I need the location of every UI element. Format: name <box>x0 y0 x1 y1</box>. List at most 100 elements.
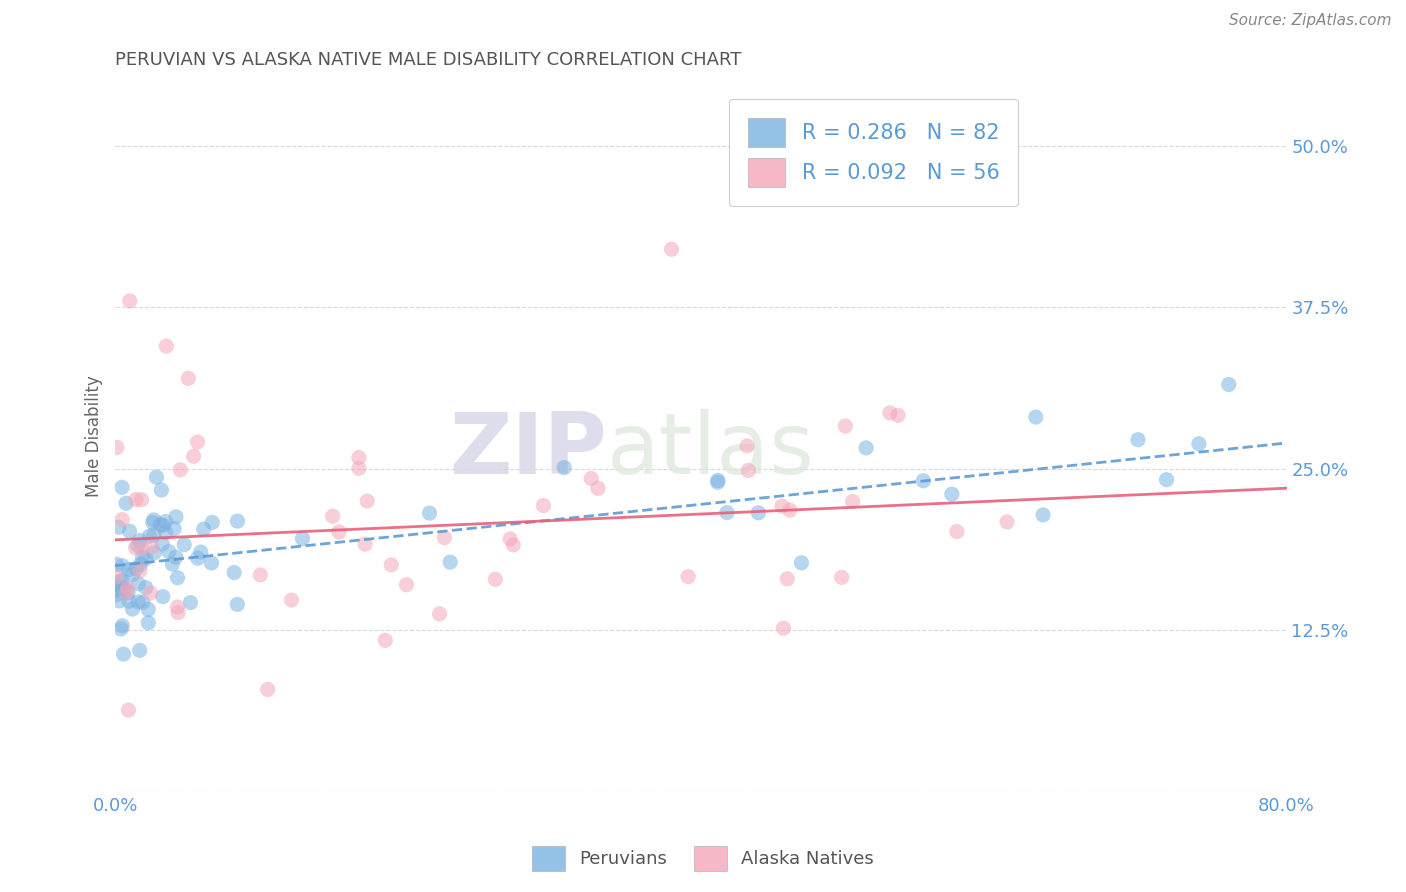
Point <box>879 406 901 420</box>
Point <box>841 494 863 508</box>
Point <box>128 533 150 548</box>
Point <box>834 419 856 434</box>
Point <box>127 595 149 609</box>
Point <box>531 499 554 513</box>
Point <box>433 531 456 545</box>
Point <box>145 470 167 484</box>
Point <box>177 371 200 385</box>
Point <box>855 441 877 455</box>
Point <box>142 516 165 530</box>
Point <box>121 567 143 582</box>
Point <box>165 509 187 524</box>
Point <box>125 492 148 507</box>
Text: atlas: atlas <box>607 409 815 492</box>
Point <box>117 703 139 717</box>
Point <box>439 555 461 569</box>
Point <box>157 544 180 558</box>
Point <box>108 574 131 589</box>
Point <box>779 503 801 517</box>
Point <box>125 561 148 575</box>
Point <box>165 550 187 565</box>
Point <box>187 435 209 450</box>
Point <box>143 546 166 560</box>
Point <box>118 293 141 308</box>
Point <box>429 607 451 621</box>
Point <box>138 529 160 543</box>
Point <box>111 582 134 596</box>
Point <box>661 242 683 256</box>
Point <box>187 551 209 566</box>
Point <box>183 450 205 464</box>
Point <box>149 517 172 532</box>
Text: Source: ZipAtlas.com: Source: ZipAtlas.com <box>1229 13 1392 29</box>
Point <box>121 602 143 616</box>
Point <box>226 514 249 528</box>
Point <box>380 558 402 572</box>
Point <box>502 538 524 552</box>
Point <box>737 463 759 477</box>
Point <box>249 568 271 582</box>
Point <box>328 524 350 539</box>
Point <box>111 558 134 573</box>
Point <box>418 506 440 520</box>
Point <box>579 471 602 485</box>
Point <box>111 574 134 588</box>
Point <box>110 622 132 636</box>
Point <box>553 460 575 475</box>
Point <box>484 572 506 586</box>
Point <box>150 537 173 551</box>
Point <box>152 590 174 604</box>
Point <box>291 532 314 546</box>
Point <box>770 500 793 514</box>
Point <box>142 513 165 527</box>
Point <box>124 541 146 555</box>
Point <box>127 576 149 591</box>
Point <box>117 581 139 595</box>
Point <box>118 524 141 539</box>
Point <box>322 509 344 524</box>
Point <box>163 522 186 536</box>
Point <box>772 621 794 635</box>
Point <box>129 564 152 578</box>
Point <box>374 633 396 648</box>
Point <box>224 566 246 580</box>
Point <box>1032 508 1054 522</box>
Point <box>118 594 141 608</box>
Point <box>155 525 177 540</box>
Legend: R = 0.286   N = 82, R = 0.092   N = 56: R = 0.286 N = 82, R = 0.092 N = 56 <box>728 99 1018 206</box>
Point <box>152 518 174 533</box>
Point <box>150 483 173 497</box>
Point <box>747 506 769 520</box>
Point <box>356 494 378 508</box>
Point <box>200 556 222 570</box>
Point <box>499 532 522 546</box>
Point <box>256 682 278 697</box>
Point <box>193 522 215 536</box>
Point <box>111 618 134 632</box>
Point <box>354 537 377 551</box>
Point <box>776 572 799 586</box>
Point <box>155 515 177 529</box>
Point <box>707 474 730 488</box>
Point <box>912 474 935 488</box>
Point <box>676 569 699 583</box>
Point <box>831 570 853 584</box>
Point <box>347 450 370 465</box>
Point <box>139 586 162 600</box>
Point <box>735 439 758 453</box>
Point <box>105 570 128 584</box>
Point <box>127 539 149 553</box>
Point <box>347 461 370 475</box>
Text: PERUVIAN VS ALASKA NATIVE MALE DISABILITY CORRELATION CHART: PERUVIAN VS ALASKA NATIVE MALE DISABILIT… <box>115 51 741 69</box>
Point <box>716 506 738 520</box>
Text: ZIP: ZIP <box>450 409 607 492</box>
Point <box>105 441 128 455</box>
Point <box>173 538 195 552</box>
Point <box>117 585 139 599</box>
Point <box>167 606 190 620</box>
Point <box>941 487 963 501</box>
Point <box>190 545 212 559</box>
Point <box>136 615 159 630</box>
Point <box>162 557 184 571</box>
Point <box>131 549 153 564</box>
